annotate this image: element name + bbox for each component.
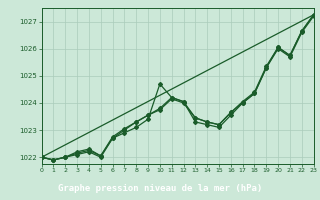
Text: Graphe pression niveau de la mer (hPa): Graphe pression niveau de la mer (hPa) bbox=[58, 184, 262, 193]
